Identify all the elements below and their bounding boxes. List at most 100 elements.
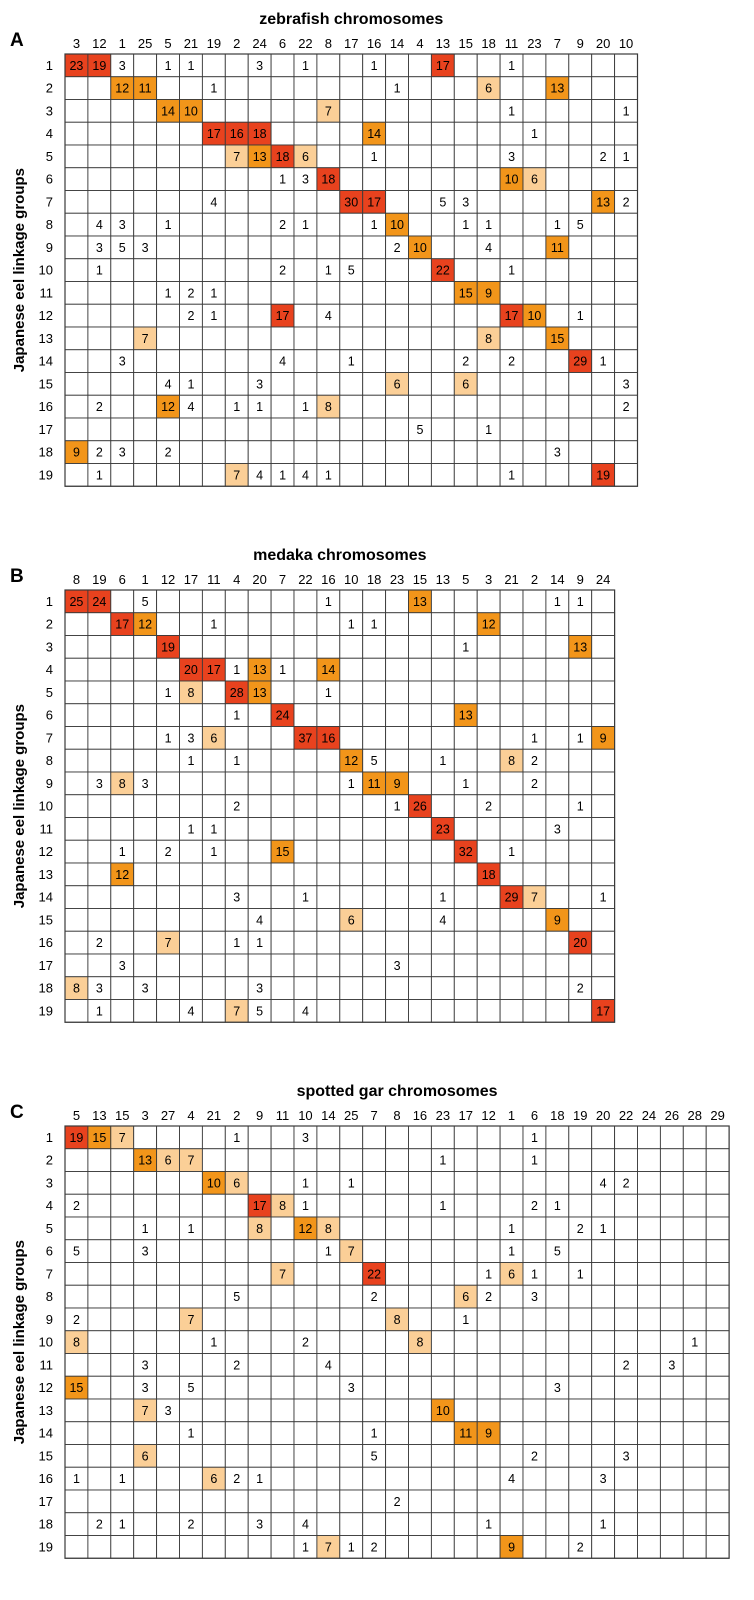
heatmap-cell <box>339 976 364 1000</box>
cell-value-label: 3 <box>256 982 263 996</box>
heatmap-cell <box>499 703 524 727</box>
heatmap-cell <box>614 121 638 146</box>
heatmap-cell <box>201 1284 226 1309</box>
heatmap-cell <box>499 657 524 682</box>
heatmap-cell <box>568 167 593 191</box>
cell-value-label: 1 <box>302 1199 309 1213</box>
heatmap-cell <box>247 349 272 373</box>
cell-value-label: 1 <box>325 595 332 609</box>
cell-value-label: 15 <box>550 332 564 346</box>
heatmap-cell <box>316 703 341 727</box>
heatmap-cell <box>545 303 570 328</box>
heatmap-cell <box>545 748 570 773</box>
heatmap-cell <box>499 635 524 659</box>
heatmap-cell <box>637 1466 661 1491</box>
heatmap-cell <box>201 349 226 373</box>
heatmap-cell <box>568 1239 593 1263</box>
heatmap-cell <box>453 121 478 146</box>
cell-value-label: 1 <box>187 754 194 768</box>
heatmap-cell <box>591 862 616 887</box>
heatmap-cell <box>476 1148 501 1172</box>
y-tick-label: 9 <box>46 240 53 255</box>
heatmap-cell <box>201 1125 226 1150</box>
heatmap-cell <box>591 1421 616 1445</box>
cell-value-label: 10 <box>436 1404 450 1418</box>
heatmap-cell <box>705 1375 730 1400</box>
heatmap-cell <box>201 908 226 932</box>
heatmap-cell <box>499 612 524 636</box>
heatmap-cell <box>682 1239 707 1263</box>
heatmap-cell <box>293 1284 318 1309</box>
heatmap-cell <box>430 121 455 146</box>
cell-value-label: 14 <box>367 127 381 141</box>
heatmap-cell <box>614 1398 638 1423</box>
heatmap-cell <box>568 1466 593 1491</box>
cell-value-label: 29 <box>573 355 587 369</box>
heatmap-cell <box>87 726 112 750</box>
heatmap-cell <box>270 372 295 396</box>
heatmap-cell <box>362 703 387 727</box>
heatmap-cell <box>64 190 89 214</box>
heatmap-cell <box>522 394 547 419</box>
heatmap-cell <box>522 1512 547 1536</box>
heatmap-cell <box>705 1353 730 1377</box>
heatmap-cell <box>339 1353 364 1377</box>
heatmap-cell <box>293 1398 318 1423</box>
heatmap-cell <box>64 99 89 123</box>
x-tick-label: 9 <box>577 36 584 51</box>
heatmap-cell <box>545 771 570 796</box>
heatmap-cell <box>64 726 89 750</box>
heatmap-cell <box>385 1239 409 1263</box>
cell-value-label: 1 <box>302 1540 309 1554</box>
heatmap-cell <box>522 1330 547 1354</box>
heatmap-cell <box>64 1262 89 1286</box>
x-tick-label: 15 <box>459 36 473 51</box>
heatmap-cell <box>201 326 226 351</box>
heatmap-cell <box>430 1421 455 1445</box>
y-tick-label: 5 <box>46 685 53 700</box>
heatmap-cell <box>659 1330 684 1354</box>
heatmap-cell <box>316 635 341 659</box>
panel-title: medaka chromosomes <box>253 547 427 564</box>
heatmap-cell <box>545 121 570 146</box>
cell-value-label: 2 <box>531 1449 538 1463</box>
cell-value-label: 10 <box>207 1176 221 1190</box>
heatmap-cell <box>430 930 455 955</box>
heatmap-cell <box>293 1375 318 1400</box>
heatmap-cell <box>499 1512 524 1536</box>
cell-value-label: 3 <box>233 891 240 905</box>
heatmap-cell <box>339 1421 364 1445</box>
heatmap-cell <box>385 417 409 442</box>
heatmap-cell <box>247 1284 272 1309</box>
cell-value-label: 2 <box>96 936 103 950</box>
heatmap-cell <box>247 1307 272 1332</box>
heatmap-cell <box>293 1421 318 1445</box>
x-tick-label: 5 <box>164 36 171 51</box>
heatmap-cell <box>110 635 135 659</box>
heatmap-cell <box>156 1193 180 1218</box>
heatmap-cell <box>476 999 501 1023</box>
y-axis-label: Japanese eel linkage groups <box>11 704 28 908</box>
heatmap-cell <box>430 771 455 796</box>
heatmap-cell <box>339 76 364 100</box>
heatmap-cell <box>522 349 547 373</box>
heatmap-cell <box>545 463 570 487</box>
cell-value-label: 19 <box>161 640 175 654</box>
cell-value-label: 11 <box>459 1427 472 1441</box>
heatmap-cell <box>110 748 135 773</box>
heatmap-cell <box>224 612 249 636</box>
heatmap-cell <box>270 235 295 260</box>
x-tick-label: 1 <box>508 1108 515 1123</box>
heatmap-cell <box>362 303 387 328</box>
heatmap-cell <box>110 1193 135 1218</box>
heatmap-cell <box>453 1193 478 1218</box>
heatmap-cell <box>64 372 89 396</box>
cell-value-label: 1 <box>623 104 630 118</box>
heatmap-cell <box>637 1216 661 1241</box>
heatmap-cell <box>408 190 432 214</box>
cell-value-label: 18 <box>253 127 267 141</box>
heatmap-cell <box>385 326 409 351</box>
heatmap-cell <box>476 1193 501 1218</box>
heatmap-cell <box>156 1330 180 1354</box>
cell-value-label: 9 <box>485 286 492 300</box>
